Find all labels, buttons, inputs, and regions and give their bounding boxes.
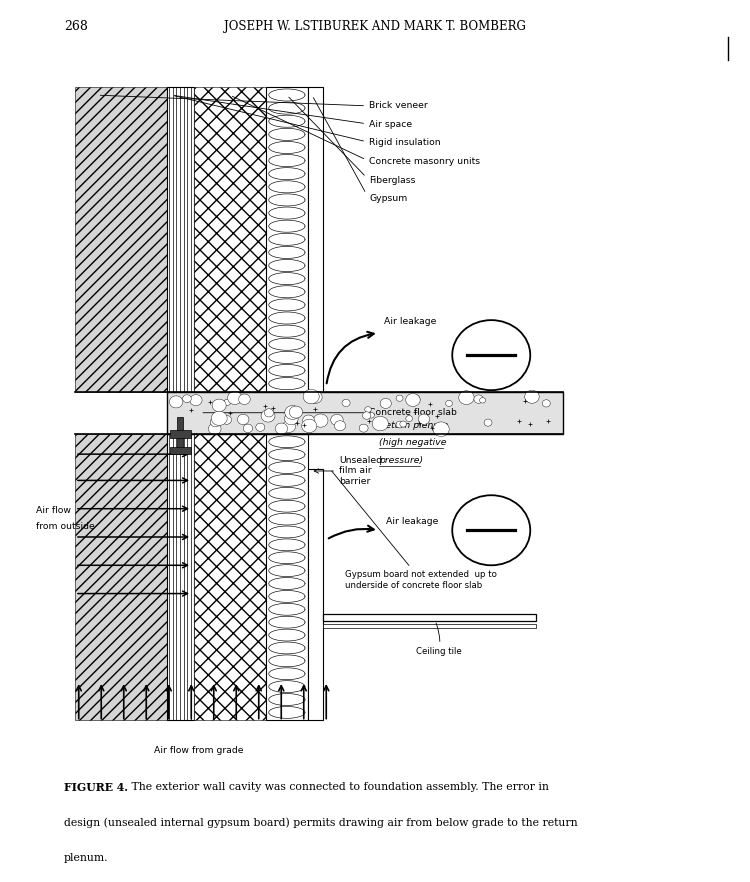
Text: Air leakage: Air leakage [384,317,436,326]
Circle shape [359,424,368,432]
Text: Return plenum: Return plenum [379,421,448,430]
Circle shape [210,417,220,427]
Circle shape [396,421,404,428]
Text: plenum.: plenum. [64,853,108,863]
Circle shape [479,398,486,403]
Text: from outside: from outside [36,522,94,531]
Bar [166,87,194,392]
Bar [322,615,536,621]
Circle shape [290,406,302,418]
Circle shape [256,423,265,431]
Circle shape [474,395,483,403]
Circle shape [275,423,288,434]
Circle shape [433,422,449,437]
Circle shape [372,416,388,430]
Text: Unsealed
film air
barrier: Unsealed film air barrier [314,456,382,486]
Bar [170,447,190,454]
Text: Rigid insulation: Rigid insulation [175,96,441,146]
Circle shape [302,419,316,433]
Text: Air flow: Air flow [36,505,71,514]
Bar [194,434,266,721]
Circle shape [285,406,300,420]
Bar [308,469,322,721]
Text: Ceiling tile: Ceiling tile [416,623,462,656]
Text: JOSEPH W. LSTIBUREK AND MARK T. BOMBERG: JOSEPH W. LSTIBUREK AND MARK T. BOMBERG [224,20,526,34]
Circle shape [238,394,250,405]
Bar [178,417,183,451]
Text: pressure): pressure) [379,456,423,465]
Bar [266,434,308,721]
Circle shape [334,421,346,430]
Bar [75,87,166,392]
Circle shape [368,413,374,418]
Circle shape [209,423,221,435]
Circle shape [342,400,350,407]
Circle shape [396,395,403,401]
Text: The exterior wall cavity was connected to foundation assembly. The error in: The exterior wall cavity was connected t… [128,781,549,792]
Circle shape [282,421,296,432]
Circle shape [484,419,492,426]
Circle shape [265,408,274,417]
Circle shape [170,396,183,407]
Bar [194,87,266,392]
Text: Gypsum: Gypsum [314,98,407,204]
Bar [170,430,190,437]
Circle shape [406,393,420,407]
Text: 268: 268 [64,20,88,34]
Circle shape [542,400,550,407]
Circle shape [419,414,430,424]
Circle shape [261,409,275,422]
Text: FIGURE 4.: FIGURE 4. [64,781,128,793]
Circle shape [284,413,298,425]
Circle shape [525,390,539,403]
Circle shape [212,400,226,412]
Circle shape [224,400,230,406]
Bar [308,87,322,392]
Circle shape [243,424,253,432]
Circle shape [452,495,530,565]
Circle shape [190,394,202,406]
Circle shape [380,399,392,408]
Circle shape [308,391,322,403]
Text: Concrete floor slab: Concrete floor slab [203,408,457,417]
Bar [266,87,308,392]
Circle shape [211,411,227,425]
Text: Concrete masonry units: Concrete masonry units [232,96,480,166]
Text: Air flow from grade: Air flow from grade [154,746,244,755]
Bar [166,434,194,721]
Circle shape [362,412,370,419]
Circle shape [222,415,232,424]
Bar [75,434,166,721]
Bar [322,624,536,628]
Circle shape [314,414,328,427]
Text: Air leakage: Air leakage [386,517,439,526]
Circle shape [227,392,242,405]
Circle shape [406,415,412,422]
Text: (high negative: (high negative [379,438,446,447]
Circle shape [303,389,320,404]
Circle shape [452,320,530,390]
Circle shape [409,394,420,404]
Circle shape [446,400,452,407]
Text: Gypsum board not extended  up to
underside of concrete floor slab: Gypsum board not extended up to undersid… [332,471,496,590]
Circle shape [238,415,249,424]
Circle shape [364,407,371,413]
Circle shape [331,415,344,425]
Text: design (unsealed internal gypsum board) permits drawing air from below grade to : design (unsealed internal gypsum board) … [64,818,578,828]
Bar [166,392,562,434]
Circle shape [303,415,314,425]
Circle shape [459,391,474,405]
Text: Fiberglass: Fiberglass [289,97,416,184]
Text: Air space: Air space [175,95,413,129]
Circle shape [400,421,406,427]
Circle shape [182,395,191,402]
Text: Brick veneer: Brick veneer [100,95,427,110]
